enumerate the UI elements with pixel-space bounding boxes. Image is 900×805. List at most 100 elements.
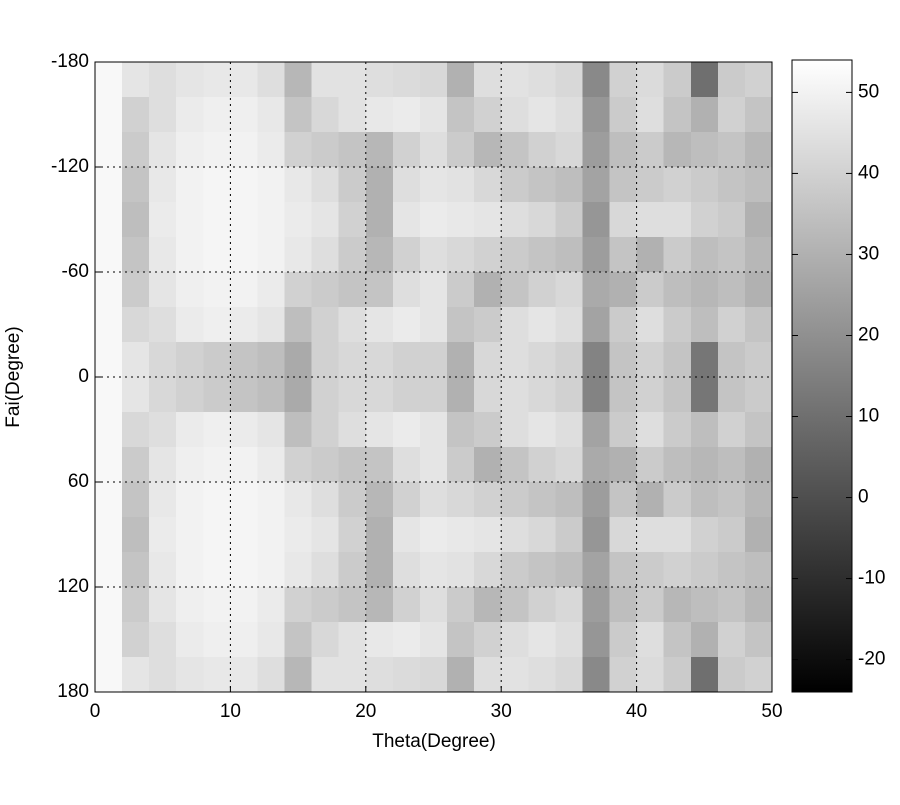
heatmap-cell: [122, 342, 150, 378]
heatmap-cell: [392, 447, 421, 483]
heatmap-cell: [717, 62, 746, 98]
heatmap-cell: [636, 587, 665, 623]
heatmap-cell: [149, 447, 177, 483]
heatmap-cell: [636, 237, 665, 273]
heatmap-cell: [230, 377, 258, 413]
heatmap-cell: [149, 132, 177, 168]
heatmap-cell: [284, 412, 313, 448]
heatmap-cell: [663, 132, 692, 168]
heatmap-cell: [582, 657, 611, 693]
heatmap-cell: [176, 377, 204, 413]
heatmap-cell: [203, 587, 231, 623]
x-tick-label: 10: [220, 701, 241, 722]
heatmap-cell: [95, 447, 123, 483]
heatmap-cell: [609, 62, 638, 98]
heatmap-cell: [474, 552, 502, 588]
heatmap-cell: [555, 342, 583, 378]
heatmap-cell: [609, 447, 638, 483]
heatmap-cell: [717, 657, 746, 693]
heatmap-cell: [474, 447, 502, 483]
heatmap-cell: [474, 412, 502, 448]
heatmap-cell: [203, 62, 231, 98]
heatmap-cell: [284, 97, 313, 133]
heatmap-cell: [95, 412, 123, 448]
heatmap-cell: [311, 237, 340, 273]
heatmap-cell: [447, 272, 475, 308]
heatmap-cell: [392, 412, 421, 448]
heatmap-cell: [230, 272, 258, 308]
heatmap-cell: [501, 342, 529, 378]
heatmap-cell: [338, 447, 367, 483]
heatmap-cell: [474, 622, 502, 658]
heatmap-cell: [284, 237, 313, 273]
heatmap-cell: [528, 482, 556, 518]
heatmap-cell: [149, 272, 177, 308]
heatmap-cell: [555, 167, 583, 203]
heatmap-cell: [717, 412, 746, 448]
heatmap-cell: [311, 587, 340, 623]
heatmap-cell: [257, 132, 286, 168]
heatmap-cell: [474, 237, 502, 273]
heatmap-cell: [230, 482, 258, 518]
heatmap-cell: [555, 412, 583, 448]
heatmap-cell: [257, 202, 286, 238]
heatmap-cell: [717, 447, 746, 483]
heatmap-cell: [419, 517, 448, 553]
heatmap-cell: [257, 342, 286, 378]
heatmap-cell: [555, 657, 583, 693]
heatmap-cell: [176, 62, 204, 98]
heatmap-cell: [528, 517, 556, 553]
heatmap-cell: [555, 517, 583, 553]
heatmap-cell: [501, 412, 529, 448]
heatmap-cell: [338, 272, 367, 308]
heatmap-cell: [122, 552, 150, 588]
heatmap-cell: [474, 657, 502, 693]
heatmap-cell: [230, 307, 258, 343]
heatmap-cell: [203, 307, 231, 343]
heatmap-cell: [122, 517, 150, 553]
heatmap-cell: [474, 132, 502, 168]
heatmap-cell: [690, 342, 719, 378]
heatmap-cell: [663, 377, 692, 413]
heatmap-cell: [636, 97, 665, 133]
heatmap-cell: [690, 272, 719, 308]
heatmap-cell: [230, 447, 258, 483]
heatmap-cell: [447, 657, 475, 693]
heatmap-cell: [447, 482, 475, 518]
heatmap-cell: [338, 657, 367, 693]
heatmap-cell: [176, 517, 204, 553]
heatmap-cell: [744, 62, 773, 98]
heatmap-cell: [419, 97, 448, 133]
heatmap-cell: [149, 482, 177, 518]
heatmap-cell: [555, 307, 583, 343]
heatmap-cell: [338, 552, 367, 588]
heatmap-cell: [203, 447, 231, 483]
heatmap-cell: [338, 97, 367, 133]
heatmap-cell: [230, 657, 258, 693]
heatmap-cell: [744, 97, 773, 133]
heatmap-cell: [663, 552, 692, 588]
y-axis-label: Fai(Degree): [3, 326, 24, 427]
heatmap-cell: [609, 377, 638, 413]
heatmap-cell: [528, 202, 556, 238]
heatmap-cell: [95, 377, 123, 413]
heatmap-cell: [311, 412, 340, 448]
y-tick-label: -180: [51, 51, 89, 72]
heatmap-cell: [501, 132, 529, 168]
heatmap-cell: [176, 167, 204, 203]
heatmap-cell: [122, 272, 150, 308]
heatmap-cell: [717, 622, 746, 658]
heatmap-cell: [203, 622, 231, 658]
y-tick-label: -120: [51, 156, 89, 177]
heatmap-cell: [690, 447, 719, 483]
heatmap-cell: [663, 412, 692, 448]
heatmap-cell: [338, 202, 367, 238]
heatmap-cell: [582, 132, 611, 168]
heatmap-cell: [636, 482, 665, 518]
heatmap-cell: [149, 377, 177, 413]
heatmap-cell: [474, 202, 502, 238]
heatmap-cell: [663, 657, 692, 693]
heatmap-cell: [744, 447, 773, 483]
heatmap-cell: [419, 482, 448, 518]
heatmap-cell: [311, 167, 340, 203]
